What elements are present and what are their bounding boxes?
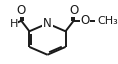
Text: CH₃: CH₃ [97,16,118,26]
Text: N: N [43,17,52,30]
Text: O: O [69,4,78,17]
Text: H: H [10,19,18,29]
Text: O: O [80,14,90,27]
Text: O: O [17,4,26,17]
